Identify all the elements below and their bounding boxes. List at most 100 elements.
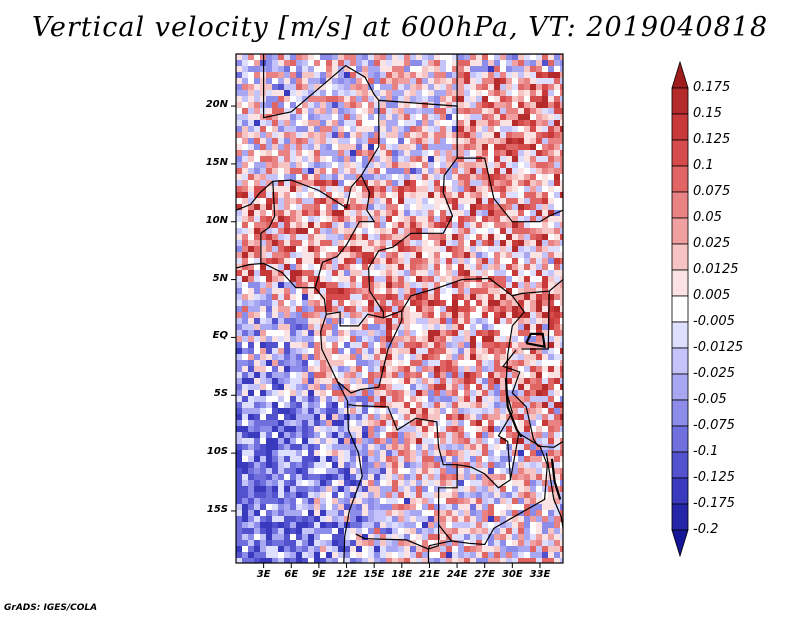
field-cell [374, 534, 381, 541]
field-cell [440, 54, 447, 61]
field-cell [314, 552, 321, 559]
field-cell [320, 528, 327, 535]
field-cell [542, 408, 549, 415]
field-cell [416, 288, 423, 295]
field-cell [452, 66, 459, 73]
field-cell [560, 180, 563, 187]
field-cell [266, 444, 273, 451]
field-cell [506, 222, 513, 229]
field-cell [554, 372, 561, 379]
field-cell [548, 258, 555, 265]
field-cell [266, 300, 273, 307]
field-cell [374, 498, 381, 505]
field-cell [236, 420, 243, 427]
field-cell [518, 102, 525, 109]
field-cell [470, 312, 477, 319]
field-cell [344, 528, 351, 535]
field-cell [290, 300, 297, 307]
field-cell [338, 456, 345, 463]
field-cell [470, 510, 477, 517]
field-cell [518, 384, 525, 391]
field-cell [428, 552, 435, 559]
field-cell [344, 84, 351, 91]
field-cell [476, 156, 483, 163]
field-cell [236, 426, 243, 433]
field-cell [494, 426, 501, 433]
field-cell [434, 234, 441, 241]
field-cell [440, 402, 447, 409]
field-cell [338, 120, 345, 127]
field-cell [392, 270, 399, 277]
field-cell [506, 306, 513, 313]
field-cell [476, 540, 483, 547]
field-cell [506, 384, 513, 391]
field-cell [272, 516, 279, 523]
field-cell [404, 186, 411, 193]
field-cell [368, 492, 375, 499]
field-cell [548, 276, 555, 283]
field-cell [482, 144, 489, 151]
field-cell [332, 402, 339, 409]
field-cell [458, 120, 465, 127]
field-cell [368, 480, 375, 487]
field-cell [482, 192, 489, 199]
field-cell [536, 372, 543, 379]
field-cell [530, 162, 537, 169]
field-cell [284, 504, 291, 511]
field-cell [398, 144, 405, 151]
field-cell [500, 288, 507, 295]
field-cell [482, 360, 489, 367]
field-cell [464, 438, 471, 445]
field-cell [422, 390, 429, 397]
field-cell [296, 276, 303, 283]
field-cell [260, 372, 267, 379]
field-cell [518, 408, 525, 415]
field-cell [548, 312, 555, 319]
field-cell [548, 186, 555, 193]
field-cell [404, 426, 411, 433]
field-cell [356, 294, 363, 301]
field-cell [536, 468, 543, 475]
field-cell [290, 408, 297, 415]
field-cell [560, 90, 563, 97]
field-cell [416, 432, 423, 439]
field-cell [560, 270, 563, 277]
field-cell [476, 240, 483, 247]
field-cell [320, 396, 327, 403]
field-cell [386, 198, 393, 205]
field-cell [302, 510, 309, 517]
field-cell [290, 360, 297, 367]
field-cell [458, 372, 465, 379]
field-cell [248, 504, 255, 511]
field-cell [392, 468, 399, 475]
field-cell [350, 426, 357, 433]
field-cell [428, 354, 435, 361]
field-cell [470, 528, 477, 535]
field-cell [476, 120, 483, 127]
field-cell [278, 306, 285, 313]
field-cell [356, 264, 363, 271]
field-cell [272, 150, 279, 157]
field-cell [458, 378, 465, 385]
field-cell [326, 372, 333, 379]
field-cell [530, 558, 537, 563]
field-cell [404, 72, 411, 79]
field-cell [560, 54, 563, 61]
field-cell [536, 204, 543, 211]
field-cell [266, 192, 273, 199]
field-cell [296, 216, 303, 223]
field-cell [458, 438, 465, 445]
field-cell [344, 216, 351, 223]
field-cell [380, 318, 387, 325]
field-cell [542, 378, 549, 385]
field-cell [494, 66, 501, 73]
field-cell [308, 246, 315, 253]
field-cell [446, 444, 453, 451]
field-cell [410, 84, 417, 91]
field-cell [524, 78, 531, 85]
field-cell [464, 288, 471, 295]
field-cell [272, 96, 279, 103]
colorbar-label: -0.05 [693, 392, 727, 407]
field-cell [560, 396, 563, 403]
field-cell [500, 354, 507, 361]
